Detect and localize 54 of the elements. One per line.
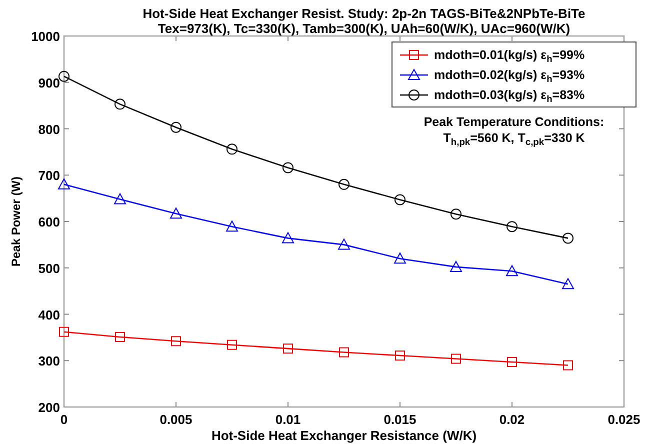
chart-subtitle: Tex=973(K), Tc=330(K), Tamb=300(K), UAh=60(W/K), UAc=960(W/K) [158,21,570,36]
point [58,178,70,190]
legend-label: mdoth=0.02(kg/s) ε$_{h}$=93% [434,68,585,84]
point [58,70,70,82]
point [170,208,182,219]
y-tick-label: 500 [38,260,60,276]
point [450,260,462,272]
legend-label: mdoth=0.01(kg/s) ε$_{h}$=99% [434,48,585,64]
point [226,144,238,155]
point [282,232,294,244]
point [450,208,462,220]
x-tick-label: 0.025 [608,412,640,427]
y-tick-label: 1000 [31,29,60,44]
point [451,354,461,364]
point [115,332,125,342]
y-axis-title: Peak Power (W) [9,176,23,267]
point [114,193,126,204]
annotation: T$_{h,pk}$=560 K, T$_{c,pk}$=330 K [443,131,585,147]
point [226,220,238,232]
point [506,265,518,276]
point [282,162,294,174]
y-tick-label: 300 [38,354,60,369]
point [395,350,405,361]
y-tick-label: 700 [38,168,60,184]
point [394,252,406,264]
point [563,360,573,370]
x-tick-label: 0.01 [275,412,301,427]
y-tick-label: 200 [38,400,60,415]
point [562,278,574,290]
legend-label: mdoth=0.03(kg/s) ε$_{h}$=83% [434,88,585,104]
point [59,326,69,337]
point [114,98,126,110]
point [171,336,181,346]
point [562,232,574,244]
chart-title: Hot-Side Heat Exchanger Resist. Study: 2p-2n TAGS-BiTe&2NPbTe-BiTe [142,6,586,21]
annotation: Peak Temperature Conditions: [424,115,604,129]
point [339,347,349,358]
point [506,221,518,232]
x-axis-title: Hot-Side Heat Exchanger Resistance (W/K) [211,428,477,443]
point [338,238,350,250]
y-tick-label: 600 [38,214,60,230]
x-tick-label: 0.005 [160,412,192,427]
x-tick-label: 0 [60,412,68,427]
point [283,344,293,354]
y-tick-label: 800 [38,122,60,137]
point [507,357,517,368]
x-tick-label: 0.015 [384,412,416,427]
point [338,178,350,190]
y-tick-label: 900 [38,75,60,90]
x-tick-label: 0.02 [499,412,525,427]
y-tick-label: 400 [38,307,60,322]
point [394,194,406,206]
point [170,122,182,133]
point [227,340,237,350]
